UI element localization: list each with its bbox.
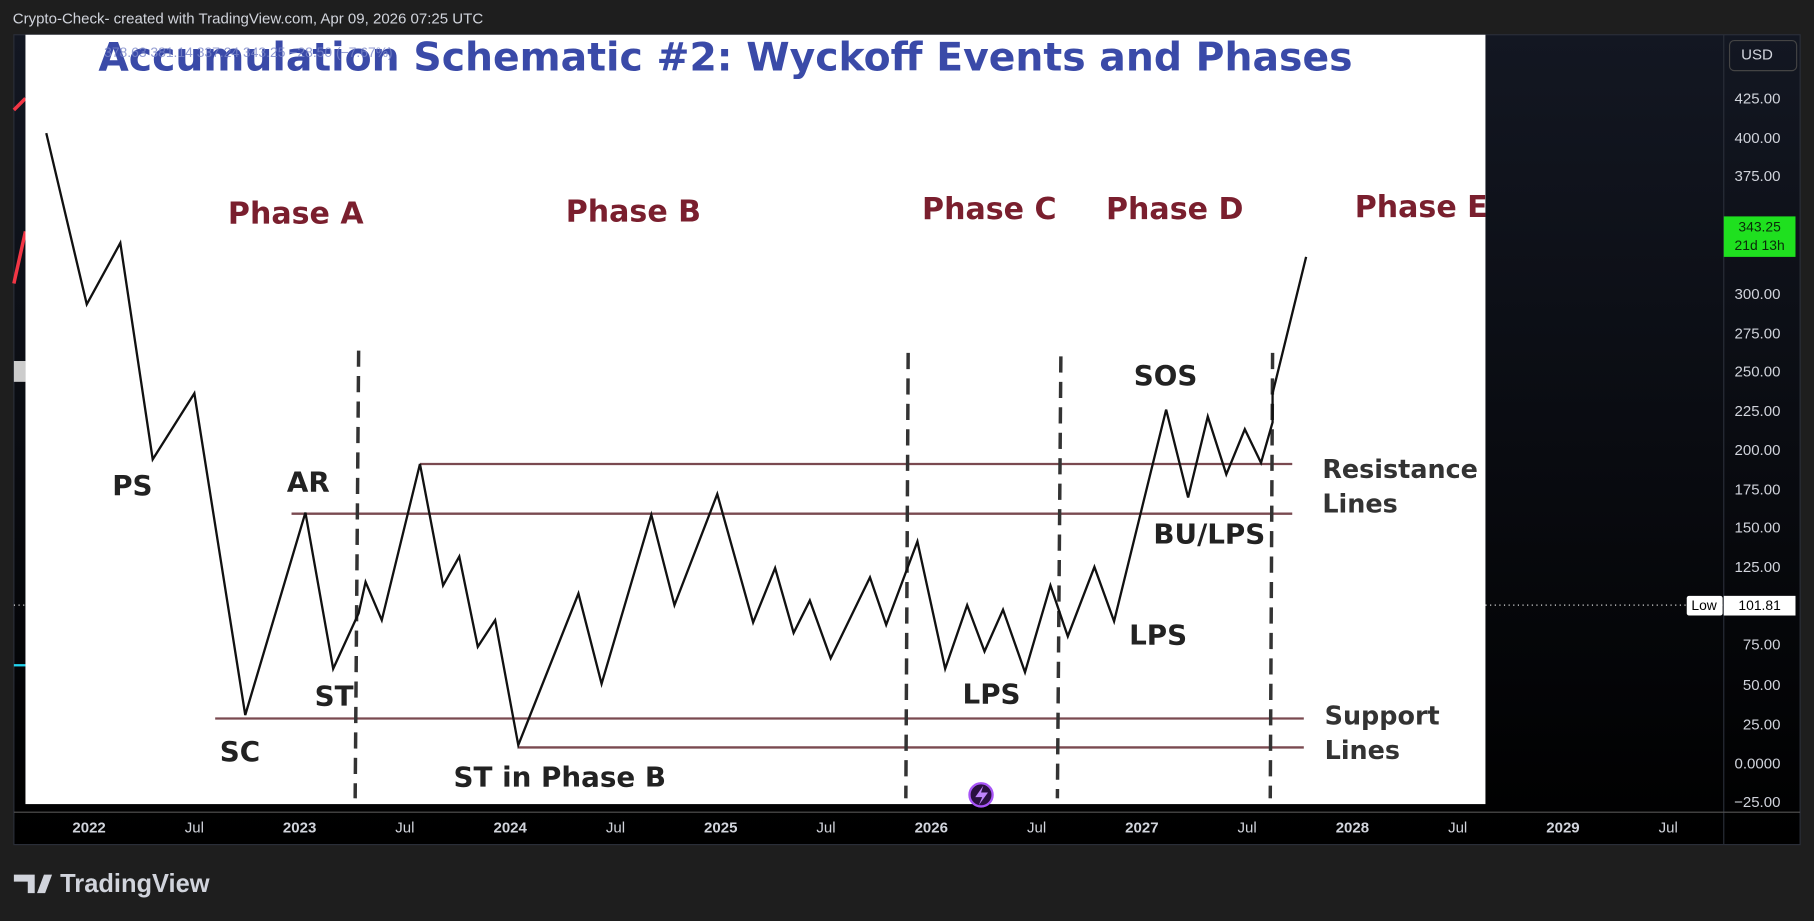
- brand-logo: [13, 874, 53, 894]
- low-value: 101.81: [1738, 597, 1781, 613]
- price-tick-label: 25.00: [1743, 716, 1781, 733]
- event-label: ST: [315, 680, 354, 713]
- price-tick-label: 275.00: [1735, 325, 1781, 342]
- time-tick-label: 2024: [493, 819, 527, 836]
- event-label: PS: [112, 469, 152, 502]
- low-tag-label: Low: [1691, 597, 1717, 613]
- price-tick-label: 375.00: [1735, 168, 1781, 185]
- candle-fragment: [13, 361, 26, 382]
- time-tick-label: 2027: [1125, 819, 1158, 836]
- time-tick-label: Jul: [816, 819, 835, 836]
- header-text: Crypto-Check- created with TradingView.c…: [13, 11, 484, 28]
- time-tick-label: 2022: [72, 819, 105, 836]
- event-label: ST in Phase B: [454, 761, 666, 794]
- time-tick-label: Jul: [1448, 819, 1467, 836]
- time-tick-label: Jul: [185, 819, 204, 836]
- phase-label: Phase A: [228, 197, 364, 232]
- price-tick-label: 200.00: [1735, 442, 1781, 459]
- price-tick-label: 400.00: [1735, 130, 1781, 147]
- price-tick-label: 225.00: [1735, 403, 1781, 420]
- time-tick-label: 2028: [1336, 819, 1369, 836]
- price-tick-label: −25.00: [1734, 794, 1780, 811]
- event-label: AR: [287, 466, 330, 499]
- event-label: SOS: [1134, 359, 1198, 392]
- last-price: 343.25: [1738, 219, 1781, 235]
- price-tick-label: 75.00: [1743, 637, 1781, 654]
- phase-divider: [1268, 352, 1275, 799]
- phase-label: Phase E: [1355, 190, 1488, 225]
- image-background: [25, 34, 1486, 805]
- time-tick-label: 2023: [283, 819, 316, 836]
- phase-label: Phase C: [922, 192, 1057, 227]
- price-tick-label: 175.00: [1735, 482, 1781, 499]
- phase-divider: [1055, 356, 1063, 799]
- line-label: Support: [1325, 701, 1440, 731]
- low-tag-box: [1686, 595, 1723, 616]
- countdown: 21d 13h: [1735, 237, 1785, 253]
- brand-name: TradingView: [60, 870, 210, 898]
- phase-label: Phase B: [566, 194, 701, 229]
- price-tick-label: 250.00: [1735, 364, 1781, 381]
- price-path: [45, 132, 1308, 750]
- price-tick-label: 150.00: [1735, 520, 1781, 537]
- line-label: Resistance: [1322, 455, 1478, 485]
- price-tick-label: 125.00: [1735, 559, 1781, 576]
- line-label: Lines: [1322, 490, 1397, 520]
- phase-dividers: [353, 350, 1275, 799]
- phase-label: Phase D: [1106, 192, 1243, 227]
- price-tick-label: 425.00: [1735, 91, 1781, 108]
- schematic-image: Accumulation Schematic #2: Wyckoff Event…: [25, 34, 1488, 805]
- phase-divider: [904, 352, 910, 799]
- low-value-box: [1723, 595, 1796, 616]
- time-tick-label: Jul: [395, 819, 414, 836]
- event-label: LPS: [963, 677, 1021, 710]
- time-tick-label: Jul: [1238, 819, 1257, 836]
- ohlc-legend: 378.63 381.14 337.24 343.25 −28.50 (−7.6…: [104, 44, 393, 60]
- time-tick-label: Jul: [1027, 819, 1046, 836]
- time-tick-label: Jul: [1659, 819, 1678, 836]
- price-tick-label: 0.0000: [1735, 756, 1781, 773]
- range-lines: [215, 462, 1304, 749]
- currency-label: USD: [1741, 47, 1773, 64]
- lightning-glyph: [975, 785, 988, 806]
- time-tick-label: 2026: [915, 819, 948, 836]
- time-tick-label: Jul: [606, 819, 625, 836]
- event-label: LPS: [1129, 618, 1187, 651]
- price-tick-label: 50.00: [1743, 677, 1781, 694]
- time-tick-label: 2029: [1546, 819, 1579, 836]
- last-price-tag: [1723, 216, 1796, 257]
- price-line-fragment: [12, 97, 28, 284]
- event-label: BU/LPS: [1153, 518, 1265, 551]
- event-label: SC: [220, 735, 260, 768]
- line-label: Lines: [1325, 736, 1400, 766]
- time-tick-label: 2025: [704, 819, 737, 836]
- schematic-title: Accumulation Schematic #2: Wyckoff Event…: [98, 35, 1352, 81]
- price-tick-label: 300.00: [1735, 286, 1781, 303]
- currency-button[interactable]: [1728, 39, 1798, 72]
